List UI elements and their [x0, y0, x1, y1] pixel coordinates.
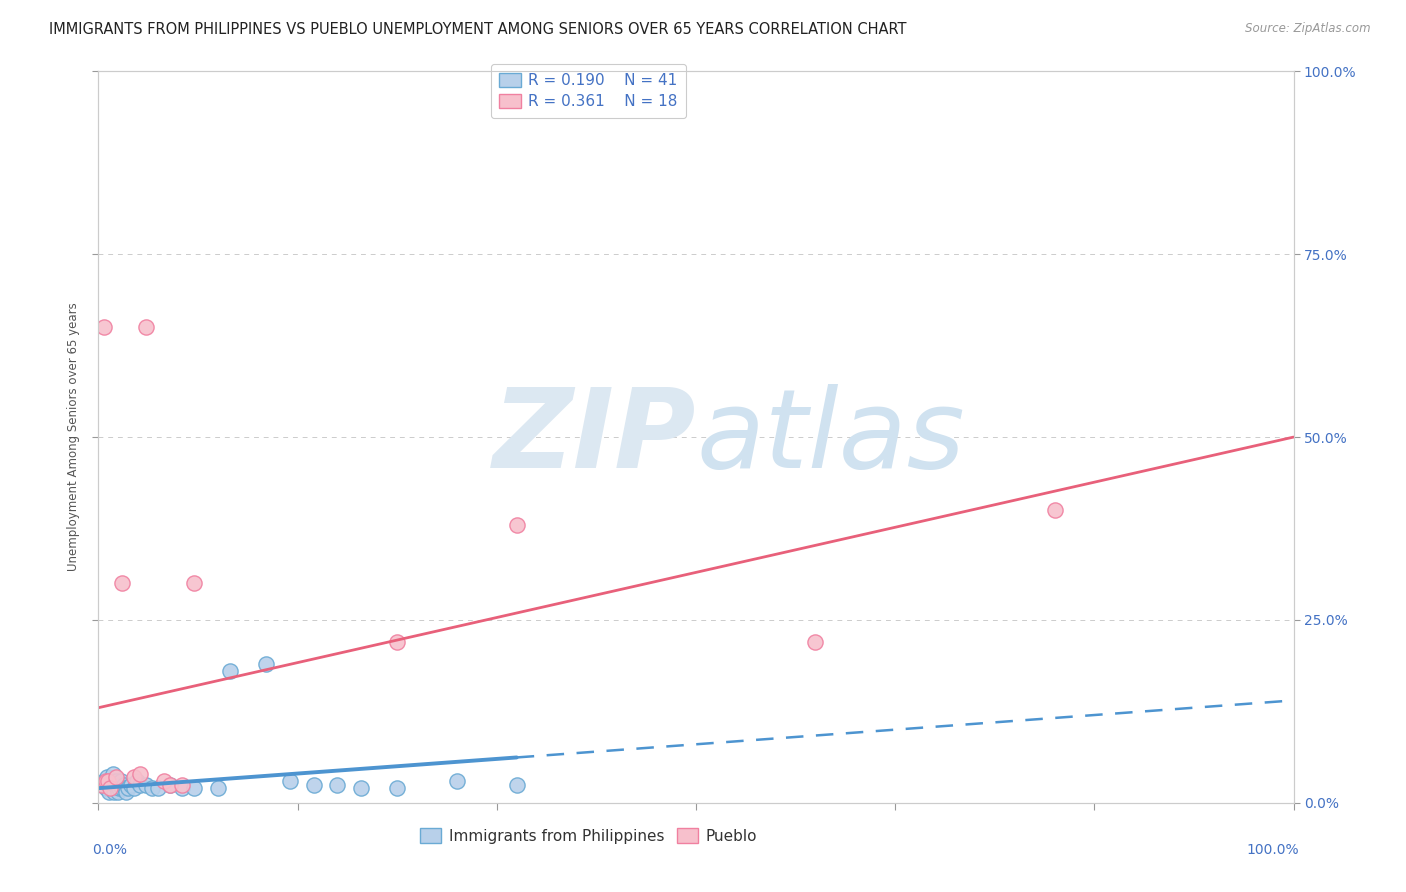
Point: [153, 773, 176, 788]
Point: [100, 781, 122, 796]
Point: [506, 517, 529, 532]
Point: [124, 781, 146, 796]
Point: [107, 781, 129, 796]
Text: atlas: atlas: [696, 384, 965, 491]
Point: [350, 781, 373, 796]
Point: [124, 770, 146, 784]
Point: [129, 766, 152, 780]
Point: [97, 773, 120, 788]
Point: [103, 785, 125, 799]
Point: [105, 770, 128, 784]
Point: [129, 778, 152, 792]
Point: [159, 778, 181, 792]
Point: [98, 773, 122, 788]
Text: Source: ZipAtlas.com: Source: ZipAtlas.com: [1246, 22, 1371, 36]
Point: [117, 781, 139, 796]
Point: [111, 781, 134, 796]
Point: [98, 785, 121, 799]
Point: [135, 778, 157, 792]
Point: [172, 778, 194, 792]
Point: [120, 778, 142, 792]
Point: [207, 781, 229, 796]
Point: [110, 773, 132, 788]
Y-axis label: Unemployment Among Seniors over 65 years: Unemployment Among Seniors over 65 years: [66, 302, 80, 572]
Point: [111, 576, 134, 591]
Point: [506, 778, 529, 792]
Point: [446, 773, 468, 788]
Point: [104, 778, 127, 792]
Text: IMMIGRANTS FROM PHILIPPINES VS PUEBLO UNEMPLOYMENT AMONG SENIORS OVER 65 YEARS C: IMMIGRANTS FROM PHILIPPINES VS PUEBLO UN…: [49, 22, 907, 37]
Point: [91, 778, 114, 792]
Point: [91, 778, 114, 792]
Point: [159, 778, 181, 792]
Point: [105, 773, 128, 788]
Point: [148, 781, 170, 796]
Point: [302, 778, 325, 792]
Point: [326, 778, 349, 792]
Point: [135, 320, 157, 334]
Point: [93, 773, 115, 788]
Point: [183, 576, 205, 591]
Point: [93, 320, 115, 334]
Point: [219, 664, 242, 678]
Point: [278, 773, 301, 788]
Point: [254, 657, 277, 671]
Point: [108, 778, 131, 792]
Point: [125, 773, 148, 788]
Point: [114, 781, 136, 796]
Point: [172, 781, 194, 796]
Point: [97, 778, 120, 792]
Point: [1043, 503, 1066, 517]
Point: [115, 785, 138, 799]
Text: 0.0%: 0.0%: [93, 843, 128, 857]
Text: ZIP: ZIP: [492, 384, 696, 491]
Point: [385, 781, 409, 796]
Text: 100.0%: 100.0%: [1247, 843, 1299, 857]
Point: [385, 635, 409, 649]
Point: [804, 635, 827, 649]
Point: [183, 781, 205, 796]
Point: [107, 785, 129, 799]
Point: [98, 781, 122, 796]
Point: [112, 778, 135, 792]
Point: [94, 773, 117, 788]
Legend: Immigrants from Philippines, Pueblo: Immigrants from Philippines, Pueblo: [413, 822, 763, 850]
Point: [101, 766, 124, 780]
Point: [96, 770, 118, 784]
Point: [141, 781, 163, 796]
Point: [94, 781, 117, 796]
